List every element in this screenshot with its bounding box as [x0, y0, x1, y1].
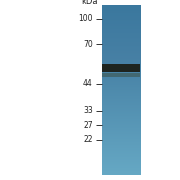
Text: 44: 44 [83, 79, 93, 88]
Text: 100: 100 [78, 14, 93, 23]
Bar [102, 73, 140, 77]
Bar [102, 64, 140, 72]
Text: kDa: kDa [82, 0, 98, 6]
Text: 33: 33 [83, 106, 93, 115]
Text: 27: 27 [83, 121, 93, 130]
Text: 70: 70 [83, 40, 93, 49]
Text: 22: 22 [83, 135, 93, 144]
